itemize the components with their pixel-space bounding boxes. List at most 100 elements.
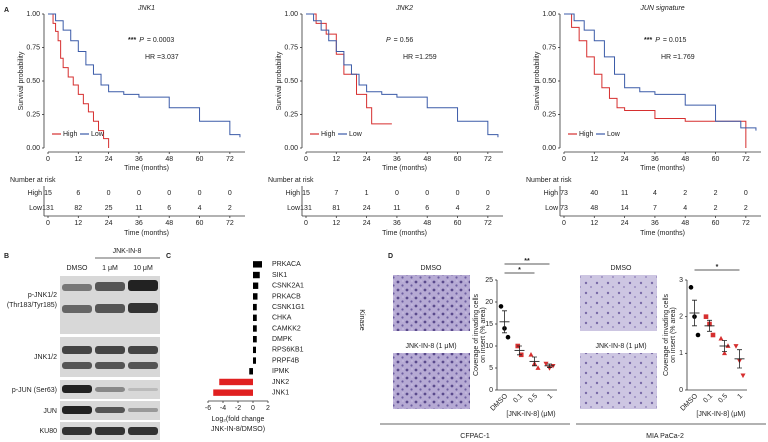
risk-count: 11	[135, 205, 142, 212]
p-symbol: P	[139, 37, 144, 44]
risk-count: 7	[653, 205, 657, 212]
data-point	[721, 350, 728, 356]
risk-count: 0	[486, 190, 490, 197]
x-tick-label: 60	[712, 220, 720, 227]
x-tick-label: 72	[742, 220, 750, 227]
category-label: CHKA	[272, 315, 292, 322]
data-point	[550, 363, 556, 369]
data-point	[688, 285, 694, 290]
error-bar	[532, 356, 537, 367]
survival-curve	[306, 13, 392, 125]
y-tick-label: 15	[485, 321, 493, 328]
x-tick-label: -6	[205, 405, 211, 412]
x-tick-label: 72	[742, 156, 750, 163]
x-tick-label: -4	[220, 405, 226, 412]
panel-label: A	[4, 7, 9, 14]
error-bar	[692, 299, 697, 327]
y-axis-label: Coverage of invading cells	[473, 293, 480, 376]
image-label: JNK-IN-8 (1 μM)	[595, 343, 646, 350]
y-tick-label: 10	[485, 343, 493, 350]
category-label: RPS6KB1	[272, 347, 304, 354]
category-label: CAMKK2	[272, 325, 301, 332]
y-tick-label: 0.25	[26, 111, 40, 118]
plot-title: JUN signature	[639, 5, 684, 12]
data-point	[740, 373, 746, 379]
x-tick-label: 0.1	[512, 393, 524, 405]
blot-lane-label: 10 μM	[133, 265, 153, 272]
x-tick-label: 48	[165, 220, 173, 227]
image-label: DMSO	[611, 265, 633, 272]
micrographs	[380, 275, 766, 425]
hazard-ratio: HR =3.037	[145, 54, 179, 61]
survival-curve	[564, 13, 757, 131]
x-tick-label: 0.5	[527, 393, 539, 405]
image-label: DMSO	[421, 265, 443, 272]
x-tick-label: 1	[547, 393, 555, 401]
legend-label: High	[579, 131, 594, 138]
stars: ***	[128, 37, 136, 44]
legend-label: Low	[607, 131, 621, 138]
y-tick-label: 0.75	[542, 44, 556, 51]
y-tick-label: 0	[679, 387, 683, 394]
risk-title: Number at risk	[10, 177, 56, 184]
x-axis-label: JNK-IN-8/DMSO)	[211, 426, 265, 433]
risk-count: 2	[714, 190, 718, 197]
risk-count: 7	[334, 190, 338, 197]
y-tick-label: 0.25	[542, 111, 556, 118]
image-label: JNK-IN-8 (1 μM)	[405, 343, 456, 350]
y-tick-label: 0	[489, 387, 493, 394]
x-tick-label: 72	[226, 156, 234, 163]
bar	[253, 303, 257, 311]
x-tick-label: 36	[135, 156, 143, 163]
y-tick-label: 0.75	[26, 44, 40, 51]
p-value: P = 0.56	[386, 37, 413, 44]
risk-count: 24	[363, 205, 371, 212]
x-tick-label: 60	[454, 156, 462, 163]
risk-count: 4	[456, 205, 460, 212]
x-tick-label: 2	[266, 405, 270, 412]
x-tick-label: -2	[235, 405, 241, 412]
bar	[253, 282, 259, 289]
panel-label: C	[166, 253, 171, 260]
x-tick-label: 48	[681, 220, 689, 227]
risk-count: 0	[198, 190, 202, 197]
p-symbol: P	[655, 37, 660, 44]
risk-row-label: Low	[287, 205, 301, 212]
bar	[253, 261, 262, 268]
y-axis-label: Survival probability	[534, 51, 541, 110]
x-tick-label: 36	[393, 220, 401, 227]
hazard-ratio: HR =1.259	[403, 54, 437, 61]
risk-row-label: High	[544, 190, 559, 197]
data-point	[703, 314, 709, 319]
y-axis-label: Survival probability	[18, 51, 25, 110]
blot-treatment: JNK-IN-8	[113, 248, 142, 255]
risk-count: 6	[76, 190, 80, 197]
y-tick-label: 0.75	[284, 44, 298, 51]
p-text: = 0.0003	[147, 37, 175, 44]
error-bar	[722, 340, 727, 352]
risk-count: 11	[621, 190, 628, 197]
x-axis-label: Time (months)	[124, 230, 169, 237]
bar	[219, 378, 253, 386]
risk-count: 0	[395, 190, 399, 197]
y-axis-label: on insert (% area)	[670, 307, 677, 363]
data-point	[505, 334, 511, 340]
y-tick-label: 0.50	[542, 78, 556, 85]
data-point	[535, 365, 541, 370]
category-label: DMPK	[272, 336, 293, 343]
risk-count: 131	[42, 205, 54, 212]
p-value: *** P = 0.015	[644, 37, 687, 44]
x-tick-label: 0	[46, 220, 50, 227]
y-tick-label: 5	[489, 365, 493, 372]
x-tick-label: 48	[423, 156, 431, 163]
x-axis-label: Time (months)	[640, 165, 685, 172]
x-tick-label: 48	[423, 220, 431, 227]
x-tick-label: 12	[590, 156, 598, 163]
risk-row-label: Low	[29, 205, 43, 212]
risk-count: 14	[621, 205, 629, 212]
x-tick-label: 24	[621, 220, 629, 227]
legend-label: Low	[349, 131, 363, 138]
x-axis-label: Time (months)	[124, 165, 169, 172]
data-point	[733, 344, 739, 349]
